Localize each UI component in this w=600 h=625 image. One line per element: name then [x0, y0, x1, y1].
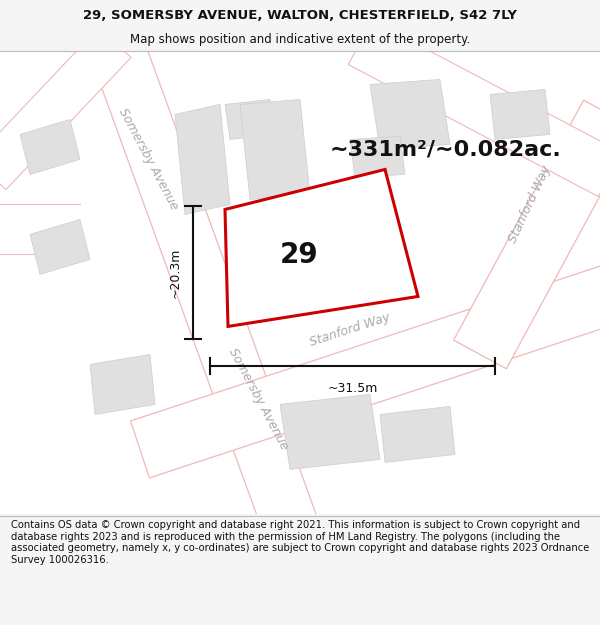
Polygon shape — [0, 28, 131, 189]
Text: ~20.3m: ~20.3m — [169, 248, 182, 298]
Polygon shape — [175, 104, 230, 214]
Text: Stanford Way: Stanford Way — [308, 310, 392, 349]
Polygon shape — [490, 89, 550, 139]
Polygon shape — [30, 219, 90, 274]
Text: 29, SOMERSBY AVENUE, WALTON, CHESTERFIELD, S42 7LY: 29, SOMERSBY AVENUE, WALTON, CHESTERFIEL… — [83, 9, 517, 22]
Text: ~331m²/~0.082ac.: ~331m²/~0.082ac. — [330, 139, 562, 159]
Polygon shape — [90, 354, 155, 414]
Text: ~31.5m: ~31.5m — [328, 382, 377, 395]
Polygon shape — [225, 169, 418, 326]
Polygon shape — [370, 79, 450, 149]
Polygon shape — [350, 136, 405, 178]
Polygon shape — [20, 119, 80, 174]
Polygon shape — [280, 394, 380, 469]
Polygon shape — [131, 266, 600, 478]
Text: Map shows position and indicative extent of the property.: Map shows position and indicative extent… — [130, 34, 470, 46]
Text: Contains OS data © Crown copyright and database right 2021. This information is : Contains OS data © Crown copyright and d… — [11, 520, 589, 565]
Polygon shape — [349, 21, 600, 196]
Text: Somersby Avenue: Somersby Avenue — [226, 346, 290, 452]
Polygon shape — [225, 99, 275, 139]
Text: Somersby Avenue: Somersby Avenue — [116, 106, 181, 213]
Text: Stanford Way: Stanford Way — [506, 164, 554, 245]
Polygon shape — [89, 33, 316, 534]
Polygon shape — [380, 406, 455, 462]
Polygon shape — [454, 100, 600, 369]
Text: 29: 29 — [280, 241, 319, 269]
Polygon shape — [240, 99, 310, 199]
